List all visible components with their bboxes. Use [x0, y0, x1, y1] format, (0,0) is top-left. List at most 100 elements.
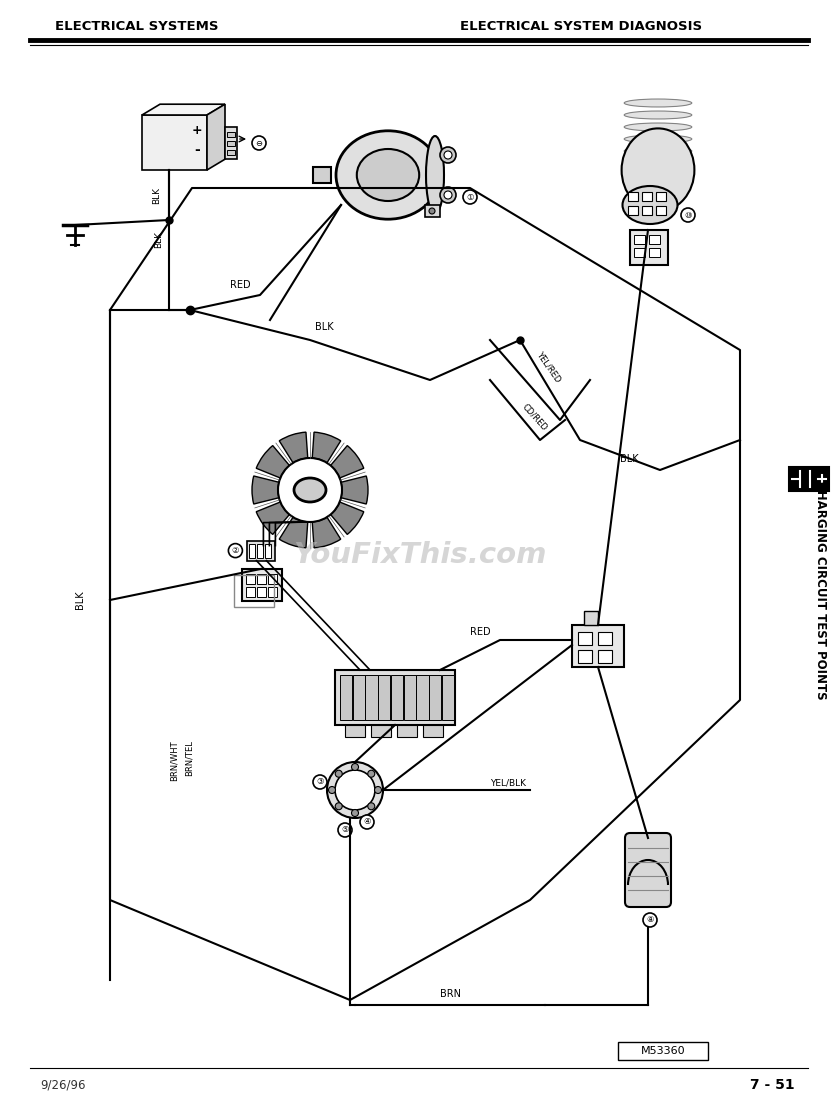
Bar [257, 587, 266, 597]
Ellipse shape [624, 99, 692, 107]
Circle shape [444, 151, 452, 159]
Text: ELECTRICAL SYSTEMS: ELECTRICAL SYSTEMS [55, 20, 219, 33]
Ellipse shape [357, 149, 419, 201]
Bar [572, 625, 624, 668]
Circle shape [278, 458, 342, 523]
Ellipse shape [624, 170, 692, 179]
Bar [634, 248, 645, 257]
Bar [442, 675, 454, 720]
Bar [423, 725, 443, 737]
Bar [425, 205, 440, 217]
Bar [656, 206, 666, 215]
Wedge shape [341, 476, 368, 504]
Ellipse shape [624, 123, 692, 131]
Bar [630, 230, 668, 265]
Text: BLK: BLK [152, 186, 161, 204]
Circle shape [328, 786, 335, 794]
Circle shape [440, 187, 456, 203]
Bar [628, 206, 638, 215]
Wedge shape [313, 432, 341, 463]
Circle shape [463, 190, 477, 204]
Text: ⑤: ⑤ [341, 826, 349, 835]
Ellipse shape [623, 186, 677, 224]
Text: YEL/BLK: YEL/BLK [490, 778, 526, 787]
Circle shape [681, 208, 695, 223]
Wedge shape [313, 517, 341, 548]
Ellipse shape [622, 128, 695, 211]
Wedge shape [279, 432, 308, 463]
Polygon shape [142, 104, 225, 115]
Bar [225, 127, 237, 159]
Circle shape [338, 823, 352, 837]
Text: ⊖: ⊖ [256, 138, 262, 147]
Ellipse shape [294, 478, 326, 501]
Bar [584, 611, 598, 625]
Bar [598, 632, 612, 645]
Polygon shape [207, 104, 225, 170]
Text: CD/RED: CD/RED [520, 402, 549, 432]
Circle shape [375, 786, 381, 794]
Bar [266, 544, 272, 558]
Circle shape [440, 147, 456, 163]
Bar [649, 248, 660, 257]
Bar [142, 115, 207, 170]
Circle shape [351, 809, 359, 817]
Text: ①: ① [466, 193, 473, 201]
Text: BLK: BLK [620, 454, 639, 464]
Circle shape [252, 136, 266, 151]
Circle shape [351, 764, 359, 770]
Ellipse shape [624, 147, 692, 155]
Text: ⑩: ⑩ [685, 210, 691, 219]
Bar [416, 675, 428, 720]
Bar [634, 235, 645, 244]
Text: CHARGING CIRCUIT TEST POINTS: CHARGING CIRCUIT TEST POINTS [814, 480, 826, 700]
Circle shape [643, 913, 657, 927]
Bar [247, 540, 276, 560]
Bar [618, 1042, 708, 1061]
Bar [246, 587, 256, 597]
Text: YEL/RED: YEL/RED [535, 350, 562, 384]
Wedge shape [330, 501, 364, 535]
Text: RED: RED [230, 280, 251, 290]
Circle shape [327, 762, 383, 818]
Text: +: + [192, 124, 202, 136]
Bar [227, 141, 235, 146]
Bar [227, 151, 235, 155]
Bar [378, 675, 391, 720]
Bar [578, 632, 592, 645]
Text: ④: ④ [363, 817, 370, 827]
Bar [404, 675, 416, 720]
Text: RED: RED [470, 627, 490, 637]
Text: M53360: M53360 [641, 1046, 685, 1056]
Bar [628, 192, 638, 201]
Circle shape [444, 192, 452, 199]
Bar [642, 192, 652, 201]
FancyBboxPatch shape [625, 832, 671, 907]
Bar [397, 725, 417, 737]
Bar [268, 573, 277, 583]
Bar [790, 468, 828, 490]
Circle shape [313, 775, 327, 789]
Bar [246, 573, 256, 583]
Bar [250, 544, 256, 558]
Circle shape [335, 803, 342, 809]
Ellipse shape [624, 135, 692, 143]
Bar [598, 650, 612, 663]
Text: BLK: BLK [75, 591, 85, 609]
Bar [578, 650, 592, 663]
Circle shape [429, 208, 435, 214]
Text: 9/26/96: 9/26/96 [40, 1078, 85, 1092]
Bar [365, 675, 378, 720]
Bar [353, 675, 365, 720]
Circle shape [368, 803, 375, 809]
Text: ②: ② [231, 546, 239, 555]
Text: BRN: BRN [439, 989, 461, 999]
Bar [313, 167, 331, 183]
Circle shape [368, 770, 375, 777]
Ellipse shape [426, 136, 444, 214]
Circle shape [335, 770, 375, 810]
Text: YouFixThis.com: YouFixThis.com [293, 541, 546, 569]
Bar [235, 575, 274, 607]
Wedge shape [256, 446, 289, 478]
Bar [345, 725, 365, 737]
